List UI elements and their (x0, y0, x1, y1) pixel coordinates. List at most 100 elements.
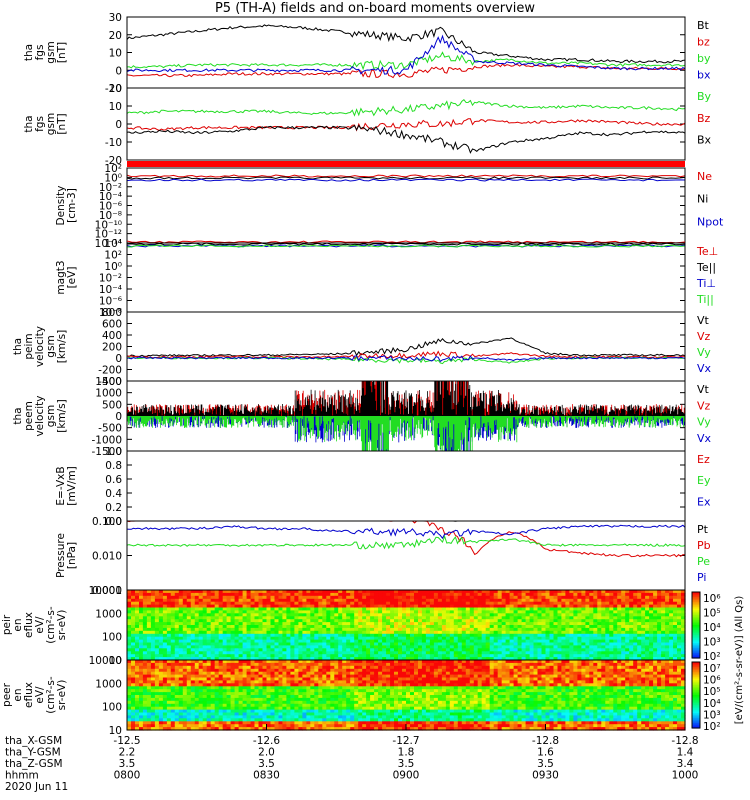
tick-label: 10⁻² (99, 273, 122, 285)
spectrogram-cell (414, 651, 419, 655)
spectrogram-cell (386, 648, 391, 652)
spectrogram-cell (131, 721, 136, 725)
spectrogram-cell (242, 665, 248, 670)
spectrogram-cell (350, 665, 355, 670)
spectrogram-cell (358, 610, 363, 614)
spectrogram-cell (366, 607, 371, 611)
spectrogram-cell (174, 665, 180, 670)
spectrogram-cell (186, 718, 192, 722)
spectrogram-cell (302, 674, 307, 679)
spectrogram-cell (298, 598, 303, 603)
spectrogram-cell (162, 639, 168, 644)
spectrogram-cell (374, 636, 379, 641)
spectrogram-cell (286, 689, 291, 693)
spectrogram-cell (338, 677, 343, 681)
spectrogram-cell (529, 592, 535, 597)
spectrogram-cell (146, 627, 152, 632)
spectrogram-cell (421, 654, 427, 658)
spectrogram-cell (326, 692, 331, 696)
spectrogram-cell (665, 613, 670, 617)
spectrogram-cell (326, 613, 331, 617)
spectrogram-cell (178, 715, 184, 719)
spectrogram-cell (186, 642, 192, 646)
spectrogram-cell (501, 592, 507, 597)
spectrogram-cell (166, 613, 172, 617)
spectrogram-cell (338, 671, 343, 676)
spectrogram-cell (182, 712, 188, 716)
spectrogram-cell (226, 662, 232, 667)
spectrogram-cell (374, 630, 379, 635)
spectrogram-cell (178, 627, 184, 632)
spectrogram-cell (158, 654, 164, 658)
spectrogram-cell (453, 639, 459, 644)
spectrogram-cell (282, 613, 287, 617)
spectrogram-cell (226, 595, 232, 600)
spectrogram-cell (158, 718, 164, 722)
spectrogram-cell (569, 613, 574, 617)
spectrogram-cell (649, 607, 654, 611)
spectrogram-cell (441, 595, 447, 600)
spectrogram-cell (489, 610, 495, 614)
spectrogram-cell (330, 648, 335, 652)
spectrogram-cell (533, 654, 539, 658)
spectrogram-cell (665, 604, 670, 609)
spectrogram-cell (174, 724, 180, 728)
spectrogram-cell (298, 639, 303, 644)
spectrogram-cell (146, 668, 152, 673)
spectrogram-cell (445, 619, 451, 623)
spectrogram-cell (525, 630, 531, 635)
spectrogram-cell (274, 616, 280, 620)
spectrogram-cell (414, 625, 419, 629)
spectrogram-cell (258, 598, 264, 603)
spectrogram-cell (585, 622, 590, 626)
spectrogram-cell (573, 601, 578, 606)
spectrogram-cell (258, 610, 264, 614)
spectrogram-cell (310, 610, 315, 614)
spectrogram-cell (298, 645, 303, 649)
spectrogram-cell (637, 630, 642, 635)
spectrogram-cell (445, 616, 451, 620)
spectrogram-cell (497, 619, 503, 623)
spectrogram-cell (617, 595, 622, 600)
spectrogram-cell (517, 622, 523, 626)
spectrogram-cell (469, 639, 475, 644)
spectrogram-cell (585, 651, 590, 655)
spectrogram-cell (166, 639, 172, 644)
spectrogram-cell (609, 633, 614, 638)
spectrogram-cell (661, 639, 666, 644)
spectrogram-cell (665, 592, 670, 597)
spectrogram-cell (545, 604, 551, 609)
spectrogram-cell (158, 706, 164, 711)
spectrogram-cell (597, 657, 602, 661)
spectrogram-cell (294, 633, 299, 638)
spectrogram-cell (218, 689, 224, 693)
spectrogram-cell (258, 639, 264, 644)
spectrogram-cell (402, 590, 407, 594)
spectrogram-cell (645, 627, 650, 632)
spectrogram-cell (242, 645, 248, 649)
spectrogram-cell (429, 654, 435, 658)
spectrogram-cell (537, 636, 543, 641)
spectrogram-cell (481, 616, 487, 620)
spectrogram-cell (210, 671, 216, 676)
tick-label: 10⁴ (104, 238, 122, 250)
spectrogram-cell (493, 645, 499, 649)
spectrogram-cell (597, 633, 602, 638)
spectrogram-cell (318, 700, 323, 705)
spectrogram-cell (421, 645, 427, 649)
spectrogram-cell (577, 592, 582, 597)
spectrogram-cell (577, 613, 582, 617)
spectrogram-cell (358, 636, 363, 641)
spectrogram-cell (198, 665, 204, 670)
spectrogram-cell (150, 654, 156, 658)
spectrogram-cell (198, 622, 204, 626)
spectrogram-cell (322, 695, 327, 699)
spectrogram-cell (294, 616, 299, 620)
spectrogram-cell (609, 648, 614, 652)
spectrogram-cell (493, 590, 499, 594)
spectrogram-cell (342, 662, 347, 667)
spectrogram-cell (214, 657, 220, 661)
spectrogram-cell (457, 654, 463, 658)
spectrogram-cell (366, 598, 371, 603)
spectrogram-cell (150, 689, 156, 693)
